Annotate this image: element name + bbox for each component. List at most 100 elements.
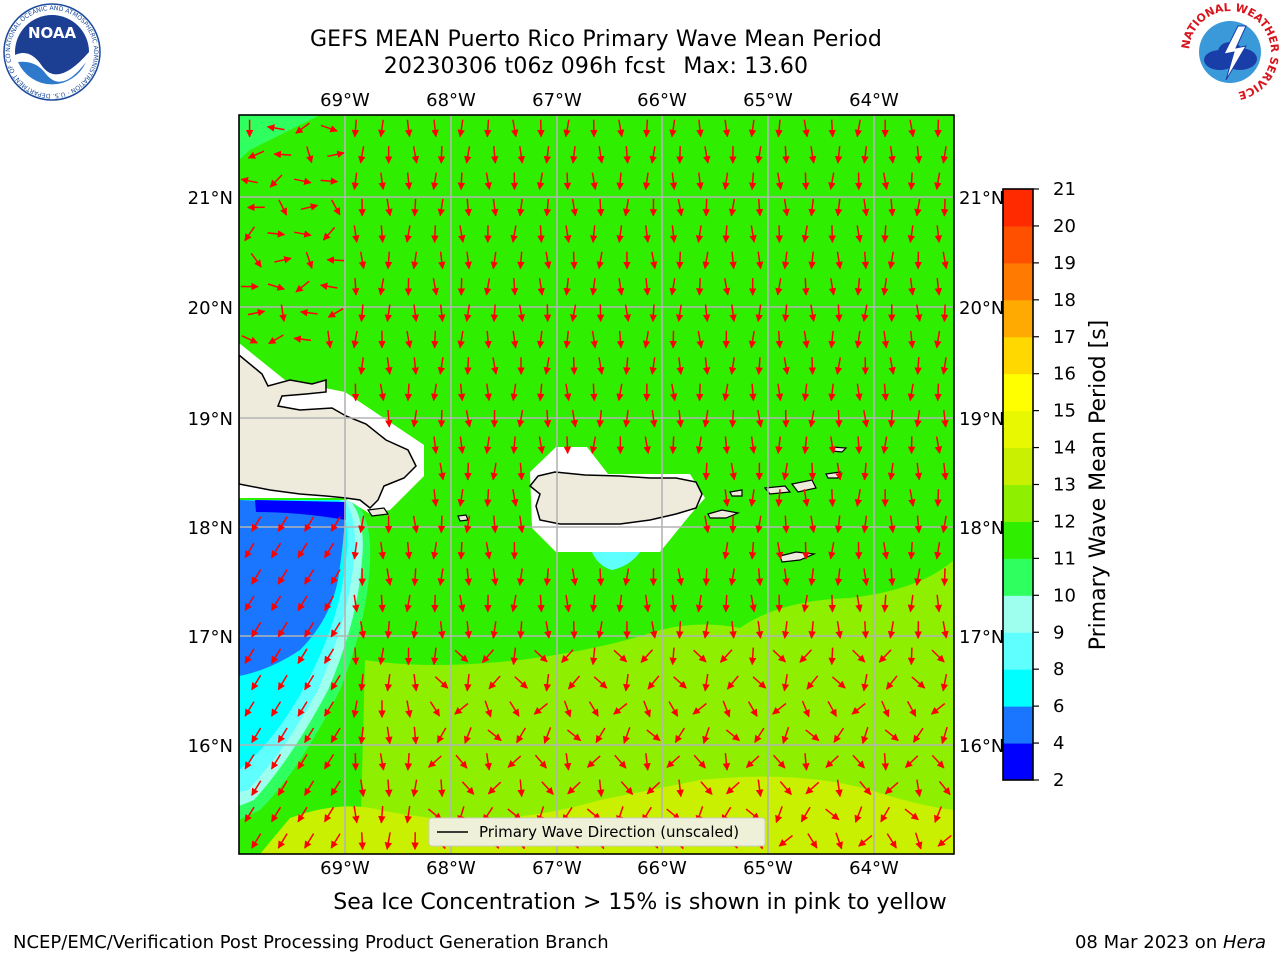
- wave-direction-arrow: [801, 225, 810, 243]
- wave-direction-arrow: [643, 594, 651, 613]
- wave-direction-arrow: [483, 278, 492, 296]
- wave-direction-arrow: [726, 781, 740, 795]
- wave-direction-arrow: [511, 119, 519, 138]
- wave-direction-arrow: [438, 251, 446, 270]
- wave-direction-arrow: [805, 781, 820, 795]
- wave-direction-arrow: [537, 225, 545, 244]
- wave-direction-arrow: [676, 251, 684, 270]
- wave-direction-arrow: [517, 621, 525, 639]
- wave-direction-arrow: [304, 516, 315, 532]
- wave-direction-arrow: [411, 779, 419, 798]
- wave-direction-arrow: [351, 700, 359, 718]
- wave-direction-arrow: [782, 568, 790, 587]
- wave-direction-arrow: [808, 410, 816, 428]
- wave-direction-arrow: [934, 383, 942, 402]
- wave-direction-arrow: [934, 119, 942, 138]
- wave-direction-arrow: [411, 251, 419, 270]
- wave-direction-arrow: [722, 119, 731, 138]
- wave-direction-arrow: [835, 251, 843, 270]
- wave-direction-arrow: [642, 172, 651, 191]
- lat-label: 16°N: [959, 736, 1004, 757]
- wave-direction-arrow: [464, 304, 472, 323]
- wave-direction-arrow: [251, 516, 262, 532]
- wave-direction-arrow: [908, 278, 916, 296]
- wave-direction-arrow: [270, 542, 282, 559]
- wave-direction-arrow: [695, 225, 704, 243]
- wave-direction-arrow: [457, 278, 466, 296]
- wave-direction-arrow: [411, 515, 420, 534]
- wave-direction-arrow: [880, 806, 891, 823]
- colorbar-tick-label: 15: [1053, 401, 1076, 422]
- colorbar-segment: [1003, 669, 1033, 707]
- lon-label: 65°W: [743, 858, 793, 879]
- wave-direction-arrow: [888, 146, 896, 164]
- wave-direction-arrow: [752, 676, 767, 689]
- wave-direction-arrow: [676, 779, 684, 798]
- wave-direction-arrow: [385, 568, 393, 586]
- wave-direction-arrow: [773, 754, 786, 769]
- wave-direction-arrow: [358, 621, 367, 639]
- wave-direction-arrow: [510, 383, 518, 402]
- wave-direction-arrow: [693, 754, 706, 769]
- wave-direction-arrow: [330, 622, 341, 638]
- wave-direction-arrow: [597, 357, 605, 375]
- wave-direction-arrow: [938, 780, 951, 796]
- wave-direction-arrow: [589, 278, 598, 296]
- wave-direction-arrow: [543, 568, 552, 587]
- wave-direction-arrow: [799, 649, 813, 663]
- wave-direction-arrow: [358, 146, 366, 164]
- wave-direction-arrow: [300, 203, 319, 211]
- wave-direction-arrow: [825, 755, 839, 768]
- wave-direction-arrow: [852, 649, 866, 663]
- wave-direction-arrow: [570, 251, 578, 270]
- wave-direction-arrow: [669, 225, 678, 243]
- wave-direction-arrow: [534, 649, 548, 663]
- wave-direction-arrow: [827, 701, 837, 717]
- wave-direction-arrow: [543, 146, 552, 164]
- wave-direction-arrow: [590, 330, 598, 349]
- wave-direction-arrow: [722, 753, 731, 771]
- saona-island: [366, 507, 390, 517]
- wave-direction-arrow: [437, 779, 446, 798]
- wave-direction-arrow: [570, 304, 578, 323]
- wave-direction-arrow: [378, 805, 386, 824]
- wave-direction-arrow: [404, 119, 413, 138]
- wave-direction-arrow: [247, 150, 265, 159]
- wave-direction-arrow: [543, 198, 552, 217]
- wave-direction-arrow: [914, 357, 922, 375]
- wave-direction-arrow: [642, 330, 651, 349]
- wave-direction-arrow: [914, 462, 923, 481]
- wave-direction-arrow: [640, 649, 654, 663]
- wave-direction-arrow: [941, 621, 949, 639]
- wave-direction-arrow: [510, 436, 518, 455]
- wave-direction-arrow: [669, 119, 677, 138]
- wave-direction-arrow: [802, 278, 810, 296]
- wave-direction-arrow: [517, 515, 525, 534]
- wave-direction-arrow: [692, 702, 707, 715]
- wave-direction-arrow: [702, 726, 710, 745]
- wave-direction-arrow: [888, 357, 896, 375]
- wave-direction-arrow: [614, 754, 627, 769]
- wave-direction-arrow: [385, 726, 393, 745]
- wave-direction-arrow: [643, 225, 651, 243]
- wave-direction-arrow: [887, 409, 896, 428]
- wave-direction-arrow: [854, 489, 863, 507]
- wave-direction-arrow: [295, 280, 310, 293]
- wave-direction-arrow: [438, 462, 446, 481]
- wave-direction-arrow: [675, 304, 684, 323]
- wave-direction-arrow: [775, 489, 783, 507]
- wave-direction-arrow: [297, 701, 308, 717]
- wave-direction-arrow: [616, 594, 624, 613]
- wave-direction-arrow: [490, 146, 499, 164]
- wave-direction-arrow: [464, 251, 472, 270]
- wave-direction-arrows: [240, 119, 952, 851]
- wave-direction-arrow: [437, 568, 445, 587]
- wave-direction-arrow: [940, 726, 948, 745]
- wave-direction-arrow: [319, 282, 338, 290]
- wave-direction-arrow: [749, 436, 757, 455]
- wave-direction-arrow: [914, 515, 923, 534]
- wave-direction-arrow: [487, 729, 502, 742]
- wave-direction-arrow: [358, 304, 366, 323]
- wave-direction-arrow: [861, 726, 869, 745]
- wave-direction-arrow: [835, 621, 843, 639]
